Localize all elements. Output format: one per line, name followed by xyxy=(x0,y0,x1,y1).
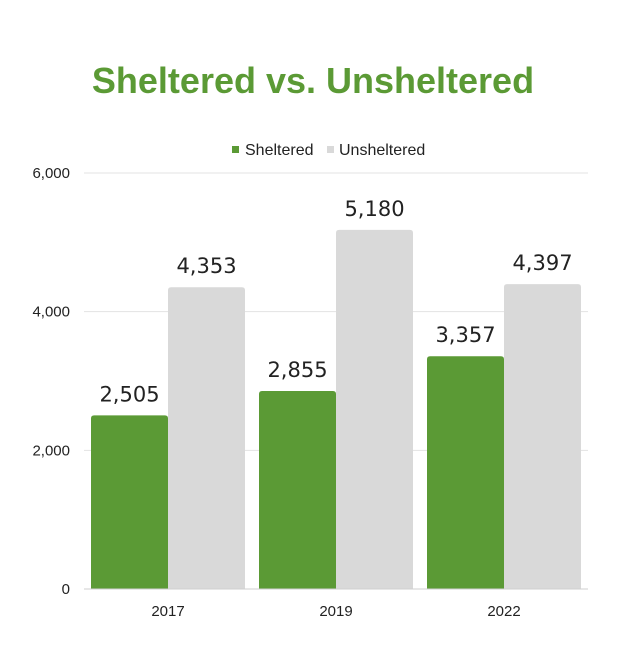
bar-sheltered-2017 xyxy=(91,415,168,589)
bar-unsheltered-2019 xyxy=(336,229,413,589)
x-tick-label: 2022 xyxy=(487,603,520,620)
legend-swatch-sheltered xyxy=(232,146,239,153)
x-tick-label: 2017 xyxy=(151,603,184,620)
bar-unsheltered-2017 xyxy=(168,287,245,589)
x-axis: 2017 2019 2022 xyxy=(84,588,588,620)
legend-label: Sheltered xyxy=(245,142,314,159)
bars xyxy=(91,229,581,589)
y-tick-label: 4,000 xyxy=(32,304,70,321)
chart-title: Sheltered vs. Unsheltered xyxy=(92,60,534,101)
x-tick-label: 2019 xyxy=(319,603,352,620)
data-label: 3,357 xyxy=(435,323,495,347)
y-tick-label: 6,000 xyxy=(32,165,70,182)
data-label: 5,180 xyxy=(344,197,404,221)
y-tick-label: 0 xyxy=(62,581,70,598)
bar-sheltered-2022 xyxy=(427,356,504,589)
bar-sheltered-2019 xyxy=(259,391,336,589)
data-label: 2,505 xyxy=(99,382,159,406)
data-label: 2,855 xyxy=(267,358,327,382)
data-label: 4,353 xyxy=(176,254,236,278)
legend-swatch-unsheltered xyxy=(327,146,334,153)
legend: Sheltered Unsheltered xyxy=(232,142,425,159)
y-tick-label: 2,000 xyxy=(32,442,70,459)
y-axis: 0 2,000 4,000 6,000 xyxy=(32,165,70,598)
legend-label: Unsheltered xyxy=(339,142,425,159)
data-labels: 2,505 4,353 2,855 5,180 3,357 4,397 xyxy=(99,197,572,406)
bar-unsheltered-2022 xyxy=(504,284,581,589)
data-label: 4,397 xyxy=(512,251,572,275)
